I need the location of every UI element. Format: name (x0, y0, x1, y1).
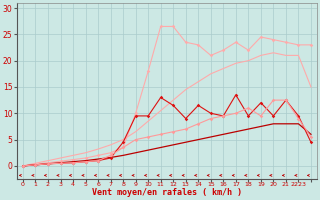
X-axis label: Vent moyen/en rafales ( km/h ): Vent moyen/en rafales ( km/h ) (92, 188, 242, 197)
